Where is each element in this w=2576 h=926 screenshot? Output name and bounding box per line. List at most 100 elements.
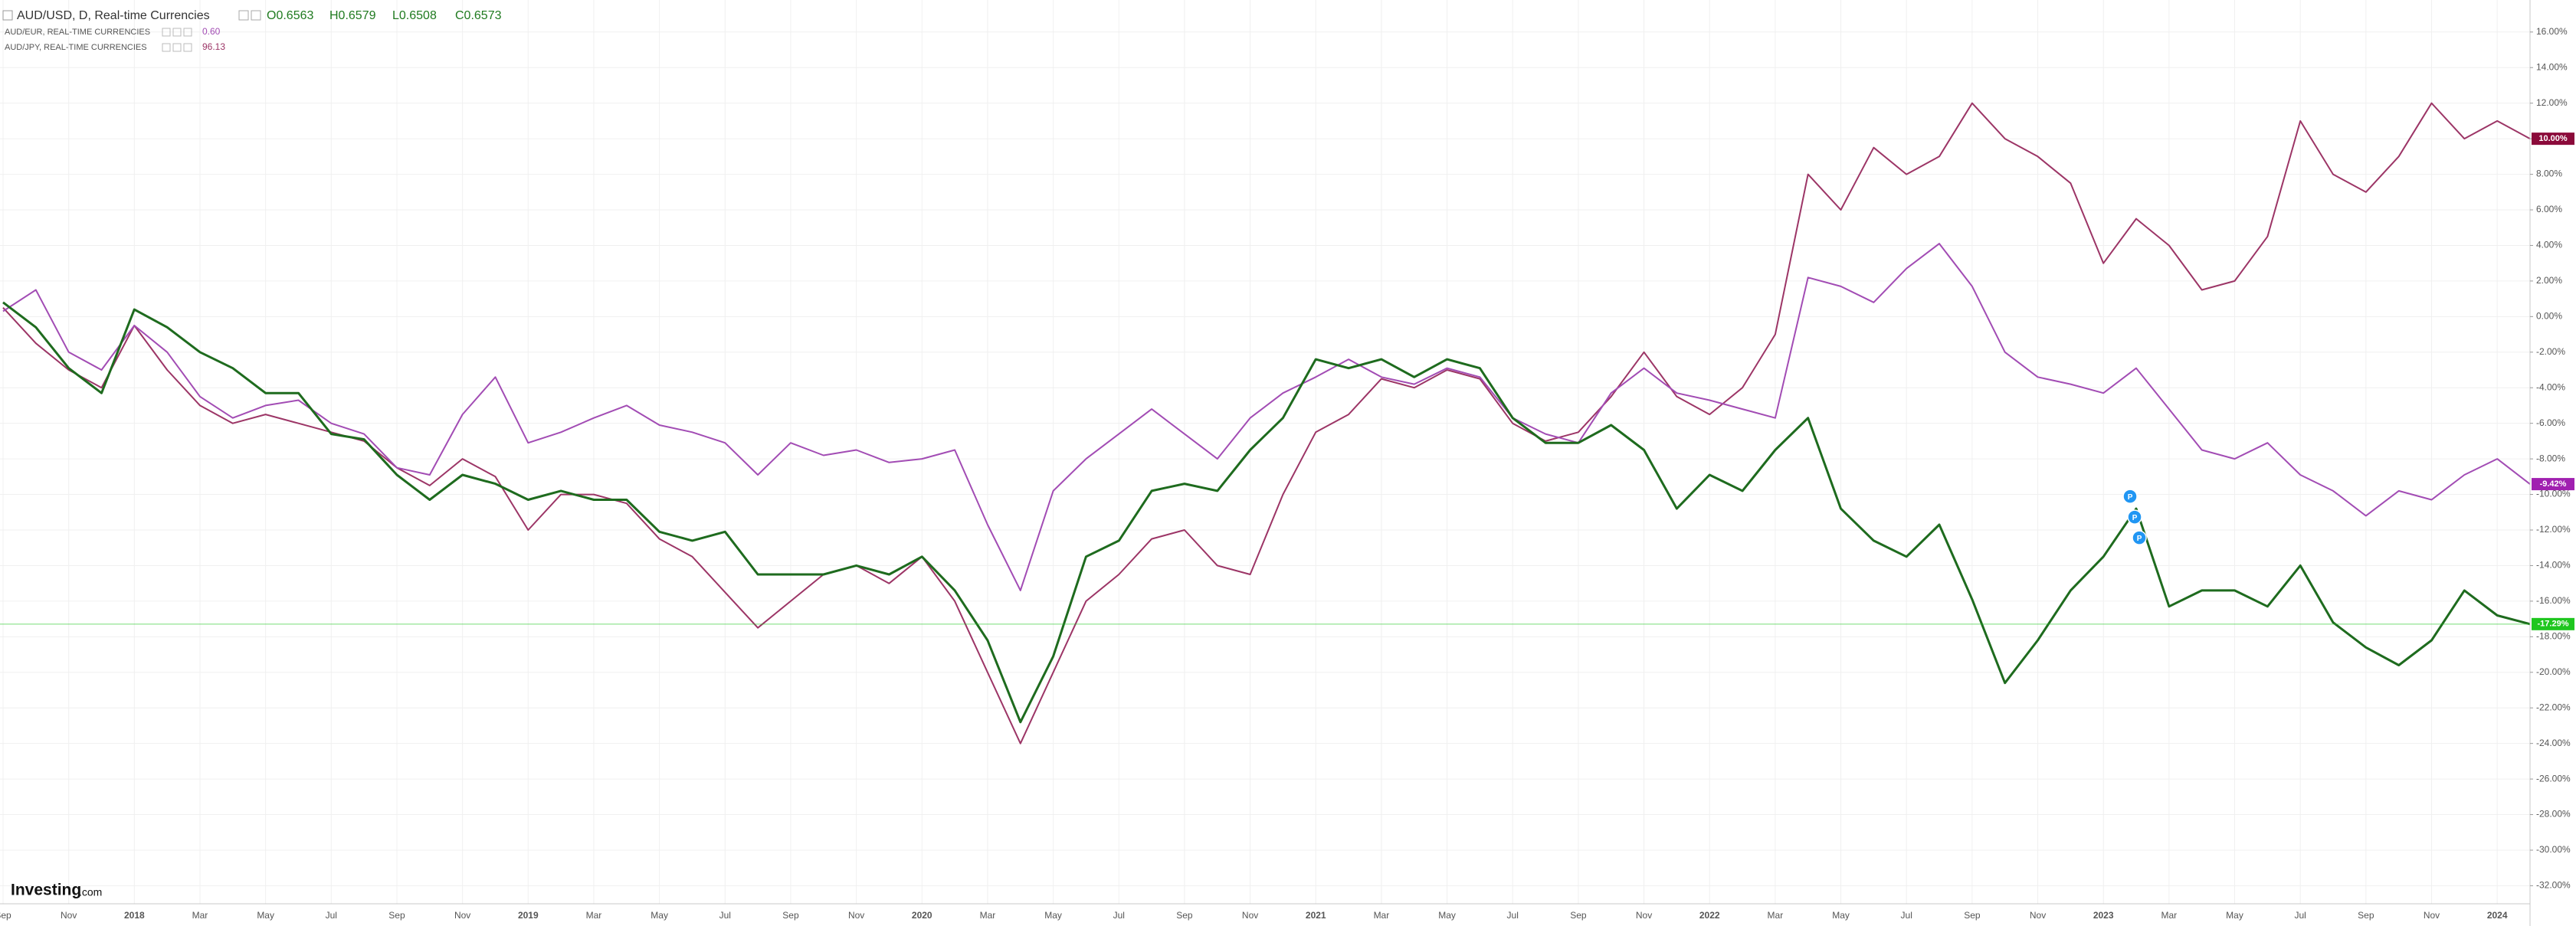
x-tick-label: Mar — [586, 910, 602, 921]
legend-icon[interactable] — [172, 43, 182, 52]
ohlc-open: O0.6563 — [267, 9, 313, 22]
collapse-icon[interactable] — [2, 10, 13, 21]
legend-series-name: AUD/EUR, REAL-TIME CURRENCIES — [5, 28, 150, 37]
x-tick-label: Sep — [1964, 910, 1981, 921]
x-tick-label: Nov — [454, 910, 470, 921]
value-badge — [2532, 478, 2574, 491]
x-tick-label: Jul — [719, 910, 731, 921]
y-tick-label: -22.00% — [2536, 702, 2571, 712]
y-tick-label: 12.00% — [2536, 97, 2568, 108]
legend-icon[interactable] — [183, 28, 192, 37]
x-tick-label: Sep — [388, 910, 405, 921]
event-marker[interactable] — [2127, 509, 2142, 525]
legend-series-value: 0.60 — [202, 26, 221, 37]
x-tick-label: 2018 — [124, 910, 145, 921]
x-tick-label: Sep — [2358, 910, 2374, 921]
y-tick-label: -10.00% — [2536, 489, 2571, 499]
branding: Investing .com — [11, 882, 102, 899]
y-tick-label: -20.00% — [2536, 666, 2571, 677]
event-label: P — [2132, 514, 2138, 522]
value-badge-label: -9.42% — [2540, 479, 2567, 489]
y-tick-label: -14.00% — [2536, 560, 2571, 571]
x-tick-label: Nov — [2030, 910, 2046, 921]
series-line — [2, 102, 2531, 744]
x-tick-label: 2020 — [912, 910, 932, 921]
brand-name: Investing — [11, 882, 81, 899]
legend-icon[interactable] — [251, 10, 261, 21]
x-tick-label: Nov — [1636, 910, 1652, 921]
x-tick-label: Mar — [1768, 910, 1784, 921]
x-tick-label: 2022 — [1699, 910, 1720, 921]
grid — [0, 0, 2530, 904]
y-tick-label: -18.00% — [2536, 630, 2571, 641]
event-marker[interactable] — [2122, 489, 2138, 504]
x-tick-label: 2019 — [518, 910, 539, 921]
value-badge — [2532, 133, 2574, 146]
x-tick-label: Jul — [1113, 910, 1125, 921]
y-tick-label: 6.00% — [2536, 204, 2562, 214]
y-tick-label: -12.00% — [2536, 524, 2571, 535]
y-tick-label: -32.00% — [2536, 880, 2571, 891]
y-tick-label: -8.00% — [2536, 453, 2565, 463]
y-tick-label: -28.00% — [2536, 809, 2571, 820]
event-marker[interactable] — [2132, 530, 2147, 545]
y-tick-label: -4.00% — [2536, 381, 2565, 392]
ohlc-close: C0.6573 — [455, 9, 502, 22]
y-tick-label: -16.00% — [2536, 595, 2571, 606]
x-tick-label: Jul — [2295, 910, 2306, 921]
ohlc-high: H0.6579 — [329, 9, 376, 22]
x-tick-label: Nov — [61, 910, 77, 921]
y-tick-label: 2.00% — [2536, 275, 2562, 286]
legend-series-name: AUD/JPY, REAL-TIME CURRENCIES — [5, 43, 147, 52]
x-tick-label: Sep — [0, 910, 11, 921]
x-tick-label: May — [1438, 910, 1456, 921]
x-tick-label: Nov — [2424, 910, 2440, 921]
value-badge-label: 10.00% — [2538, 134, 2568, 143]
y-tick-label: 14.00% — [2536, 61, 2568, 72]
value-badge-label: -17.29% — [2538, 620, 2569, 629]
y-tick-label: -24.00% — [2536, 738, 2571, 748]
x-tick-label: May — [1832, 910, 1850, 921]
brand-suffix: .com — [79, 886, 102, 898]
x-tick-label: Sep — [782, 910, 799, 921]
x-tick-label: May — [1044, 910, 1062, 921]
y-tick-label: 4.00% — [2536, 240, 2562, 250]
legend-icon[interactable] — [162, 43, 171, 52]
legend-icon[interactable] — [183, 43, 192, 52]
y-tick-label: -30.00% — [2536, 844, 2571, 855]
legend-main: AUD/USD, D, Real-time Currencies — [17, 9, 210, 22]
x-tick-label: Mar — [1374, 910, 1390, 921]
y-tick-label: -26.00% — [2536, 773, 2571, 784]
series-layer: P P P — [0, 102, 2531, 744]
x-tick-label: Jul — [1901, 910, 1912, 921]
value-badge — [2532, 617, 2574, 630]
x-tick-label: May — [2226, 910, 2243, 921]
event-label: P — [2137, 535, 2142, 543]
x-tick-label: Sep — [1176, 910, 1193, 921]
x-tick-label: May — [651, 910, 668, 921]
legend-icon[interactable] — [238, 10, 249, 21]
y-tick-label: 16.00% — [2536, 26, 2568, 37]
y-tick-label: 8.00% — [2536, 169, 2562, 179]
x-tick-label: 2024 — [2487, 910, 2508, 921]
y-tick-label: -2.00% — [2536, 346, 2565, 357]
x-tick-label: Mar — [192, 910, 208, 921]
ohlc-low: L0.6508 — [392, 9, 437, 22]
x-tick-label: Nov — [1242, 910, 1258, 921]
y-tick-label: 0.00% — [2536, 311, 2562, 322]
x-tick-label: May — [257, 910, 274, 921]
series-line — [2, 301, 2531, 724]
x-tick-label: Jul — [326, 910, 337, 921]
legend-icon[interactable] — [172, 28, 182, 37]
event-label: P — [2128, 493, 2133, 502]
series-line — [2, 243, 2531, 591]
legend: AUD/USD, D, Real-time Currencies O0.6563… — [2, 9, 502, 52]
legend-series-value: 96.13 — [202, 41, 225, 52]
legend-icon[interactable] — [162, 28, 171, 37]
x-tick-label: 2021 — [1306, 910, 1326, 921]
x-tick-label: Mar — [2161, 910, 2178, 921]
x-tick-label: Sep — [1570, 910, 1587, 921]
y-tick-label: -6.00% — [2536, 417, 2565, 428]
